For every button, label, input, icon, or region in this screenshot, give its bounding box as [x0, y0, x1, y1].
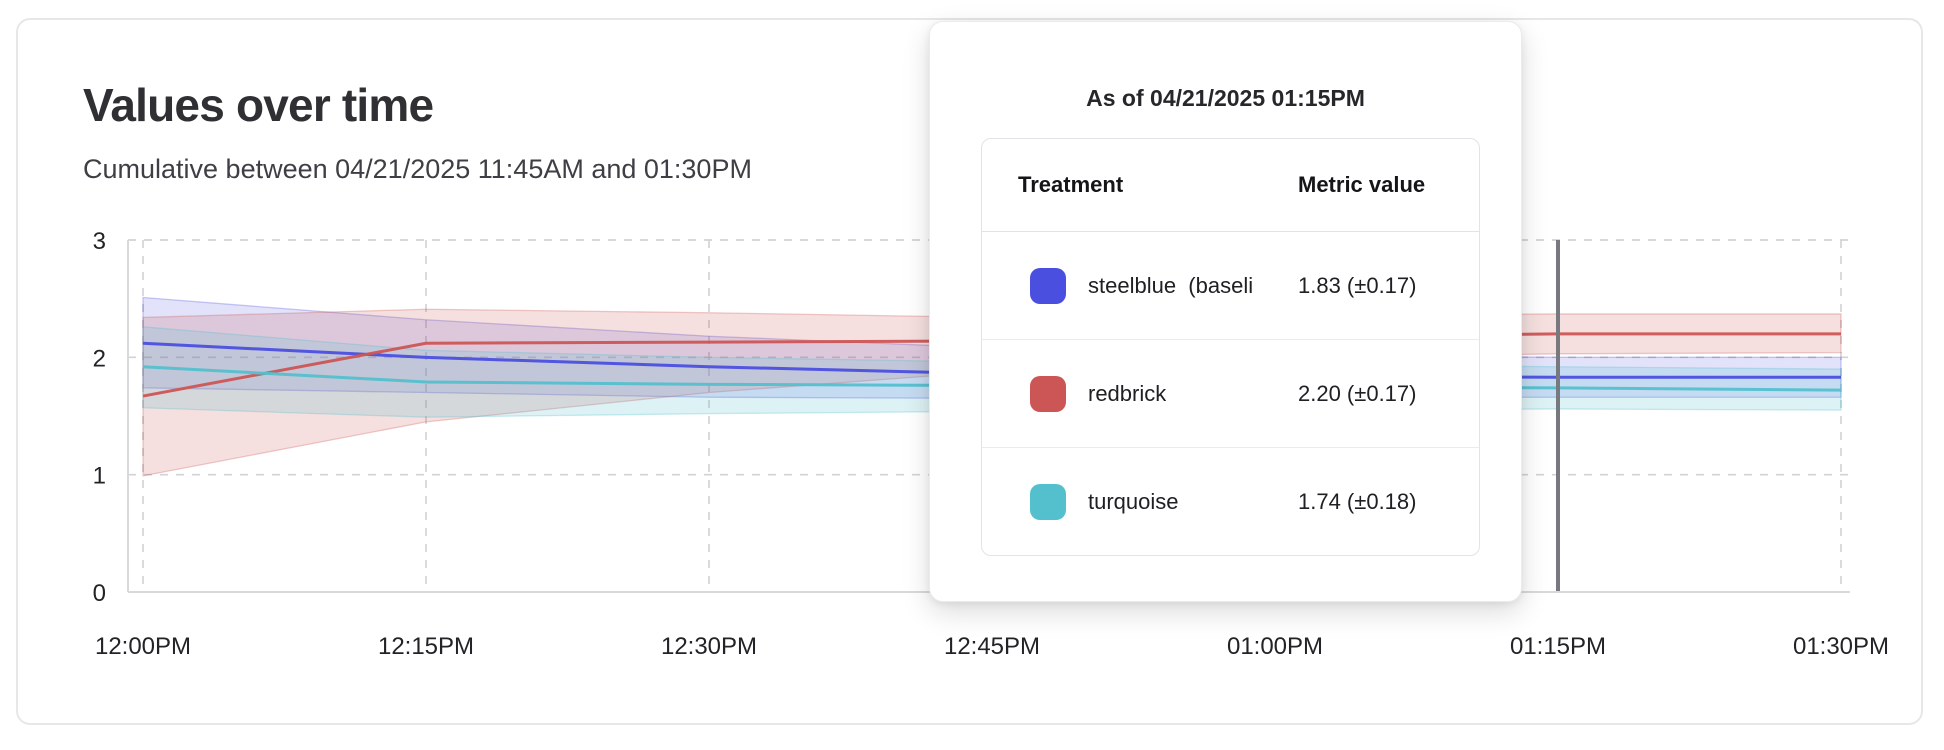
x-tick-label: 12:45PM — [944, 633, 1040, 660]
metric-value-column-header: Metric value — [1298, 172, 1426, 197]
table-row: steelblue (baseli 1.83 (±0.17) — [982, 232, 1479, 339]
x-tick-label: 12:00PM — [95, 633, 191, 660]
page-title: Values over time — [83, 79, 434, 131]
metric-value: 2.20 (±0.17) — [1298, 380, 1417, 406]
chart-subtitle: Cumulative between 04/21/2025 11:45AM an… — [83, 154, 752, 184]
metric-value: 1.83 (±0.17) — [1298, 272, 1417, 298]
hover-tooltip: As of 04/21/2025 01:15PM Treatment Metri… — [929, 21, 1522, 602]
x-tick-label: 12:30PM — [661, 633, 757, 660]
x-tick-label: 01:00PM — [1227, 633, 1323, 660]
tooltip-table: Treatment Metric value steelblue (baseli… — [981, 138, 1480, 556]
series-swatch-turquoise — [1030, 483, 1066, 520]
table-row: redbrick 2.20 (±0.17) — [982, 339, 1479, 447]
treatment-column-header: Treatment — [1018, 172, 1124, 197]
y-tick-label: 3 — [93, 228, 106, 255]
metric-value: 1.74 (±0.18) — [1298, 488, 1417, 514]
table-row: turquoise 1.74 (±0.18) — [982, 447, 1479, 555]
treatment-label: redbrick — [1088, 380, 1167, 406]
series-swatch-redbrick — [1030, 375, 1066, 412]
y-tick-label: 2 — [93, 345, 106, 372]
x-tick-label: 12:15PM — [378, 633, 474, 660]
x-tick-label: 01:30PM — [1793, 633, 1889, 660]
x-tick-label: 01:15PM — [1510, 633, 1606, 660]
tooltip-table-header: Treatment Metric value — [982, 139, 1479, 232]
y-tick-label: 1 — [93, 463, 106, 490]
series-swatch-steelblue — [1030, 267, 1066, 304]
treatment-label: steelblue (baseli — [1088, 272, 1254, 298]
tooltip-timestamp: As of 04/21/2025 01:15PM — [1086, 85, 1365, 111]
treatment-label: turquoise — [1088, 488, 1179, 514]
y-tick-label: 0 — [93, 580, 106, 607]
